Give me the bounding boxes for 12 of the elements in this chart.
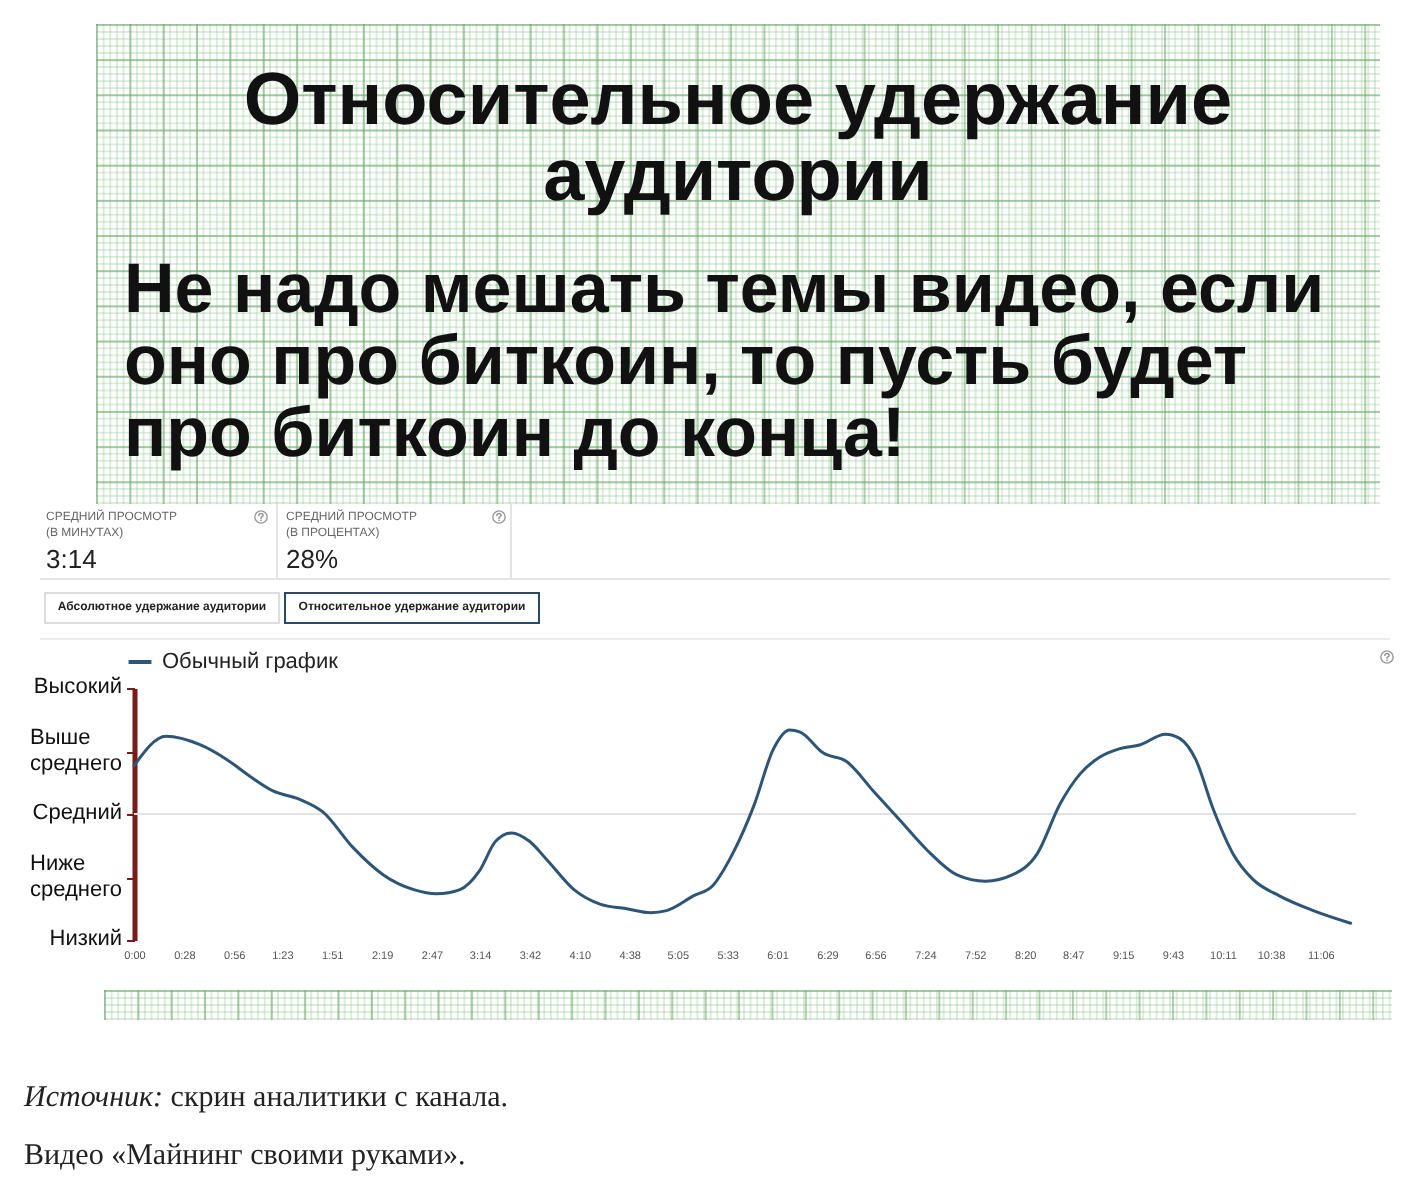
- text: Видео «Майнинг своими руками».: [24, 1138, 466, 1174]
- text: 28%: [286, 544, 339, 574]
- text: Выше среднего: [30, 725, 122, 777]
- text: Высокий: [33, 675, 122, 701]
- chart-subtitle: Не надо мешать темы видео, если оно про биткоин, то пусть будет про биткоин до конца!: [124, 250, 1327, 472]
- text: 3:14: [46, 544, 97, 574]
- text: Ниже среднего: [30, 851, 122, 903]
- chart-title: Относительное удержание аудитории: [241, 58, 1235, 216]
- text: Источник: скрин аналитики с канала.: [24, 1080, 509, 1116]
- text: Средний: [32, 801, 122, 827]
- legend-label: Обычный график: [162, 650, 339, 674]
- text: Низкий: [49, 927, 122, 953]
